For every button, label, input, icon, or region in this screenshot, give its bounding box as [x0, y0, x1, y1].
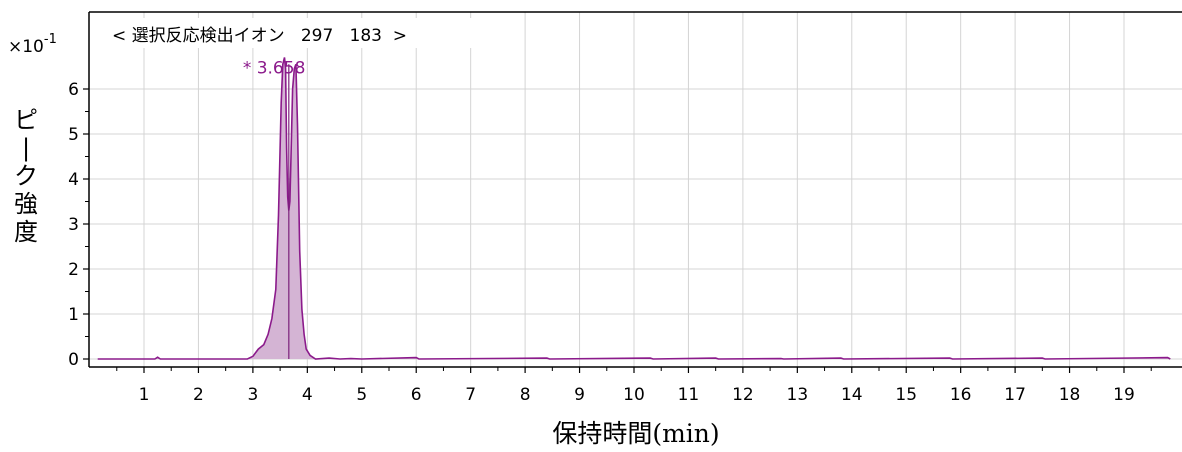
- x-tick-label: 11: [678, 385, 700, 405]
- x-tick-label: 12: [732, 385, 754, 405]
- y-tick-label: 5: [68, 125, 79, 145]
- axes: [88, 11, 1182, 368]
- y-tick-label: 4: [68, 170, 79, 190]
- x-tick-label: 6: [411, 385, 422, 405]
- x-ticks: 1 2 3 4 5 6 7 8 9 10 11 12 13 14 15 16 17 18 19: [116, 367, 1152, 405]
- y-tick-label: 2: [68, 260, 79, 280]
- series-layer: [97, 57, 1171, 360]
- x-tick-label: 16: [950, 385, 972, 405]
- x-tick-label: 3: [247, 385, 258, 405]
- x-tick-label: 8: [520, 385, 531, 405]
- x-tick-label: 13: [787, 385, 809, 405]
- y-multiplier: ×10-1: [8, 32, 57, 57]
- y-tick-label: 1: [68, 305, 79, 325]
- x-tick-label: 5: [356, 385, 367, 405]
- x-tick-label: 7: [465, 385, 476, 405]
- x-tick-label: 10: [623, 385, 645, 405]
- y-axis-label-char: ピ: [14, 106, 38, 134]
- x-tick-label: 2: [193, 385, 204, 405]
- y-axis-label-char: 強: [14, 190, 38, 218]
- y-multiplier-exponent: -1: [44, 32, 57, 47]
- y-axis-label-char: |: [22, 134, 30, 162]
- x-axis-label: 保持時間(min): [552, 419, 719, 448]
- x-tick-label: 9: [574, 385, 585, 405]
- title-background: [105, 18, 475, 48]
- x-tick-label: 4: [302, 385, 313, 405]
- x-tick-label: 1: [139, 385, 150, 405]
- x-tick-label: 14: [841, 385, 863, 405]
- chart-title: < 選択反応検出イオン 297 183 >: [112, 26, 407, 46]
- x-tick-label: 19: [1113, 385, 1135, 405]
- y-multiplier-base: ×10: [8, 37, 44, 57]
- y-axis-label: ピ|ク強度: [14, 106, 38, 246]
- y-axis-label-char: ク: [14, 162, 38, 190]
- x-tick-label: 15: [895, 385, 917, 405]
- y-tick-label: 0: [68, 350, 79, 370]
- y-axis-label-char: 度: [14, 218, 38, 246]
- y-ticks: 0 1 2 3 4 5 6: [68, 80, 89, 370]
- x-tick-label: 18: [1059, 385, 1081, 405]
- series-line: [97, 57, 1171, 360]
- y-tick-label: 3: [68, 215, 79, 235]
- plot-background: [89, 12, 1182, 367]
- x-tick-label: 17: [1004, 385, 1026, 405]
- y-tick-label: 6: [68, 80, 79, 100]
- peak-label: * 3.658: [243, 58, 306, 78]
